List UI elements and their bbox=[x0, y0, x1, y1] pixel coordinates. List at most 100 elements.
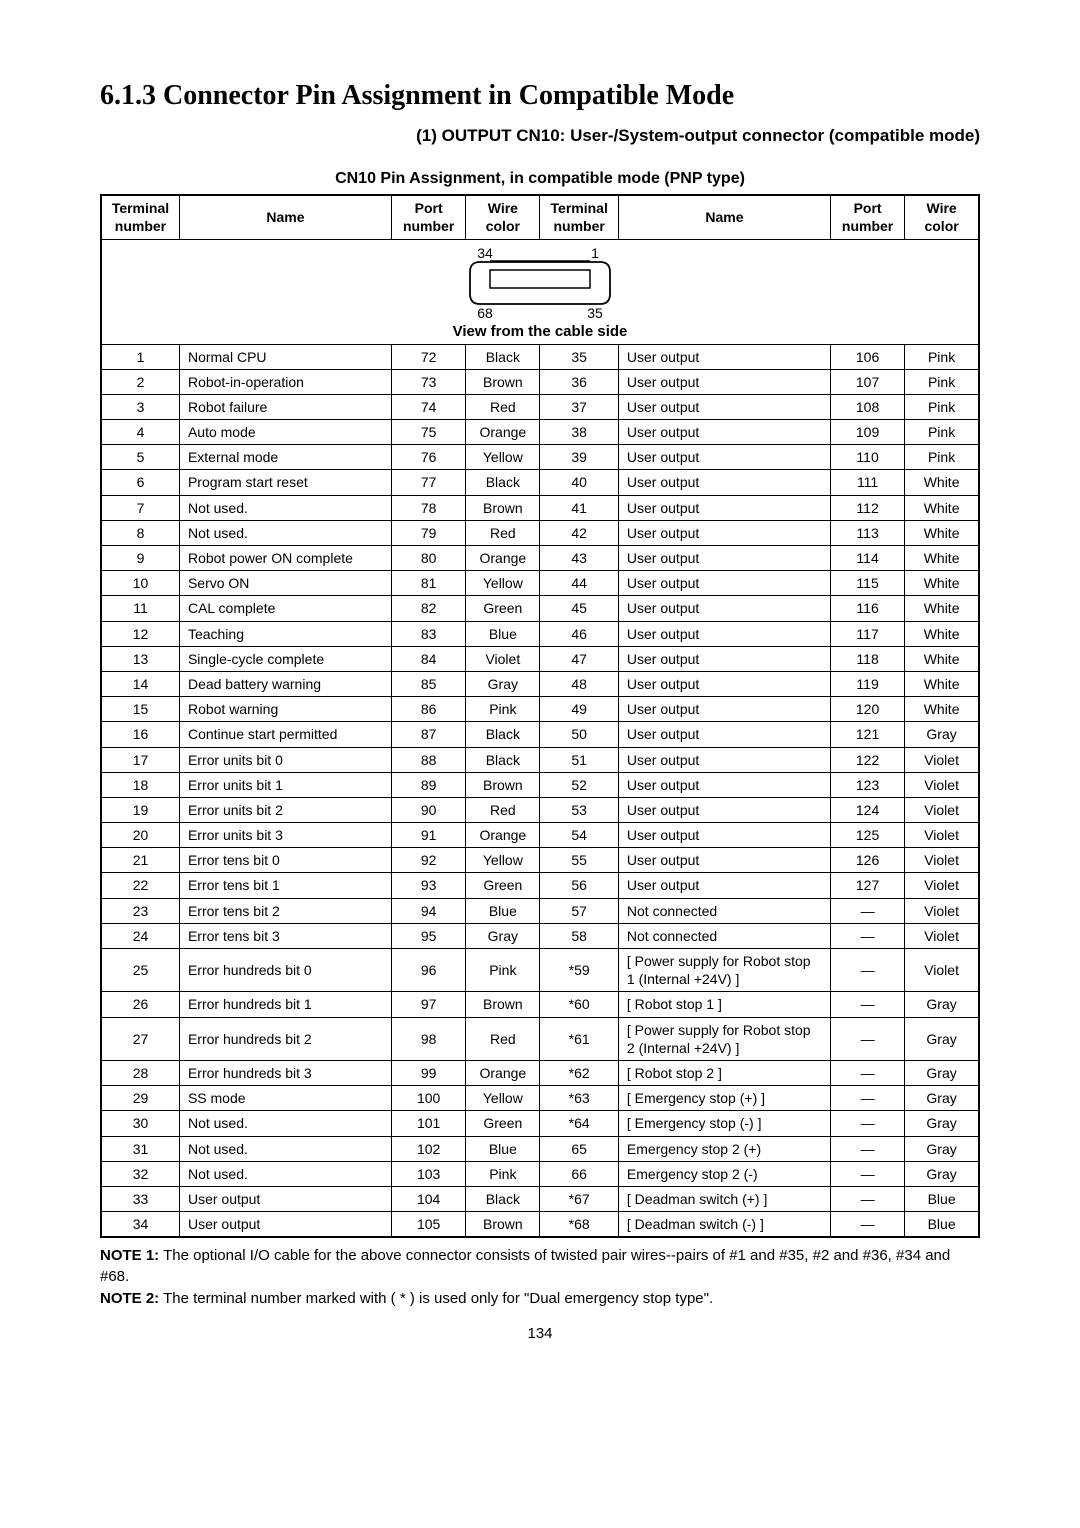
table-cell: Dead battery warning bbox=[179, 671, 391, 696]
table-cell: 122 bbox=[830, 747, 904, 772]
table-cell: 116 bbox=[830, 596, 904, 621]
subsection-title: (1) OUTPUT CN10: User-/System-output con… bbox=[100, 126, 980, 146]
table-cell: Blue bbox=[905, 1186, 979, 1211]
table-cell: Black bbox=[466, 747, 540, 772]
table-cell: 107 bbox=[830, 369, 904, 394]
table-cell: [ Robot stop 2 ] bbox=[618, 1060, 830, 1085]
table-row: 28Error hundreds bit 399Orange*62[ Robot… bbox=[101, 1060, 979, 1085]
note-2: NOTE 2: The terminal number marked with … bbox=[100, 1289, 980, 1309]
table-cell: Robot-in-operation bbox=[179, 369, 391, 394]
table-cell: Violet bbox=[905, 797, 979, 822]
table-cell: — bbox=[830, 1212, 904, 1238]
table-row: 13Single-cycle complete84Violet47User ou… bbox=[101, 646, 979, 671]
table-cell: 114 bbox=[830, 546, 904, 571]
table-cell: Orange bbox=[466, 823, 540, 848]
table-row: 21Error tens bit 092Yellow55User output1… bbox=[101, 848, 979, 873]
table-cell: User output bbox=[618, 797, 830, 822]
table-cell: Pink bbox=[466, 949, 540, 992]
table-row: 24Error tens bit 395Gray58Not connected—… bbox=[101, 923, 979, 948]
table-cell: 34 bbox=[101, 1212, 179, 1238]
table-cell: User output bbox=[618, 546, 830, 571]
table-cell: User output bbox=[618, 369, 830, 394]
table-cell: *64 bbox=[540, 1111, 618, 1136]
table-cell: 4 bbox=[101, 420, 179, 445]
table-cell: 58 bbox=[540, 923, 618, 948]
table-cell: 8 bbox=[101, 520, 179, 545]
table-cell: 3 bbox=[101, 394, 179, 419]
table-cell: 31 bbox=[101, 1136, 179, 1161]
table-row: 16Continue start permitted87Black50User … bbox=[101, 722, 979, 747]
table-cell: 85 bbox=[392, 671, 466, 696]
table-cell: Error tens bit 1 bbox=[179, 873, 391, 898]
svg-text:35: 35 bbox=[587, 305, 603, 320]
table-cell: — bbox=[830, 1161, 904, 1186]
svg-text:1: 1 bbox=[591, 246, 599, 261]
table-cell: Black bbox=[466, 344, 540, 369]
table-cell: Orange bbox=[466, 546, 540, 571]
table-cell: 50 bbox=[540, 722, 618, 747]
table-cell: 12 bbox=[101, 621, 179, 646]
table-cell: 9 bbox=[101, 546, 179, 571]
table-row: 22Error tens bit 193Green56User output12… bbox=[101, 873, 979, 898]
table-cell: 86 bbox=[392, 697, 466, 722]
table-cell: Yellow bbox=[466, 848, 540, 873]
table-cell: 7 bbox=[101, 495, 179, 520]
table-row: 27Error hundreds bit 298Red*61[ Power su… bbox=[101, 1017, 979, 1060]
table-cell: Error tens bit 2 bbox=[179, 898, 391, 923]
table-cell: 103 bbox=[392, 1161, 466, 1186]
table-cell: 105 bbox=[392, 1212, 466, 1238]
table-cell: Gray bbox=[905, 1111, 979, 1136]
table-cell: White bbox=[905, 671, 979, 696]
table-cell: 120 bbox=[830, 697, 904, 722]
table-cell: User output bbox=[618, 722, 830, 747]
table-cell: Red bbox=[466, 1017, 540, 1060]
svg-text:34: 34 bbox=[477, 246, 493, 261]
table-cell: User output bbox=[179, 1186, 391, 1211]
table-row: 5External mode76Yellow39User output110Pi… bbox=[101, 445, 979, 470]
table-cell: 95 bbox=[392, 923, 466, 948]
table-cell: Not connected bbox=[618, 898, 830, 923]
table-cell: White bbox=[905, 571, 979, 596]
table-cell: Green bbox=[466, 873, 540, 898]
table-cell: Gray bbox=[466, 923, 540, 948]
table-cell: 48 bbox=[540, 671, 618, 696]
table-cell: User output bbox=[618, 848, 830, 873]
table-cell: Violet bbox=[905, 873, 979, 898]
table-cell: 22 bbox=[101, 873, 179, 898]
table-cell: Error tens bit 3 bbox=[179, 923, 391, 948]
table-row: 14Dead battery warning85Gray48User outpu… bbox=[101, 671, 979, 696]
table-cell: Violet bbox=[905, 898, 979, 923]
table-cell: User output bbox=[618, 671, 830, 696]
table-cell: 84 bbox=[392, 646, 466, 671]
table-cell: 82 bbox=[392, 596, 466, 621]
connector-diagram-row: 34 1 68 35 View from the cable side bbox=[101, 240, 979, 345]
table-cell: *62 bbox=[540, 1060, 618, 1085]
table-cell: *61 bbox=[540, 1017, 618, 1060]
table-cell: 92 bbox=[392, 848, 466, 873]
table-row: 12Teaching83Blue46User output117White bbox=[101, 621, 979, 646]
table-cell: 10 bbox=[101, 571, 179, 596]
table-cell: White bbox=[905, 646, 979, 671]
table-cell: 44 bbox=[540, 571, 618, 596]
table-cell: White bbox=[905, 470, 979, 495]
table-cell: Gray bbox=[905, 722, 979, 747]
table-cell: [ Power supply for Robot stop 2 (Interna… bbox=[618, 1017, 830, 1060]
table-cell: 127 bbox=[830, 873, 904, 898]
table-cell: 76 bbox=[392, 445, 466, 470]
table-cell: 124 bbox=[830, 797, 904, 822]
table-cell: Yellow bbox=[466, 571, 540, 596]
table-cell: Robot warning bbox=[179, 697, 391, 722]
table-cell: User output bbox=[618, 873, 830, 898]
table-cell: 36 bbox=[540, 369, 618, 394]
table-cell: Red bbox=[466, 797, 540, 822]
table-cell: — bbox=[830, 1060, 904, 1085]
table-cell: White bbox=[905, 546, 979, 571]
table-row: 18Error units bit 189Brown52User output1… bbox=[101, 772, 979, 797]
table-cell: 99 bbox=[392, 1060, 466, 1085]
table-cell: Black bbox=[466, 470, 540, 495]
table-cell: Black bbox=[466, 1186, 540, 1211]
table-cell: 27 bbox=[101, 1017, 179, 1060]
table-row: 32Not used.103Pink66Emergency stop 2 (-)… bbox=[101, 1161, 979, 1186]
table-cell: 29 bbox=[101, 1086, 179, 1111]
table-cell: 75 bbox=[392, 420, 466, 445]
